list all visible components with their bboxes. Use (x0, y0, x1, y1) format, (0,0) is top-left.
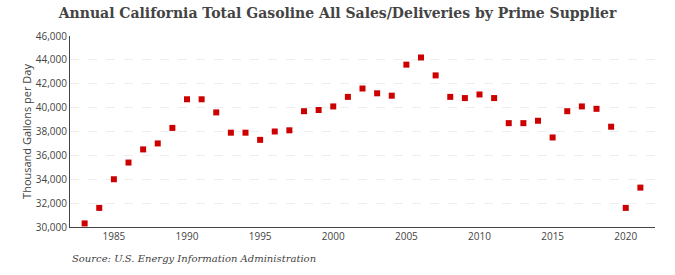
svg-text:1995: 1995 (249, 229, 272, 243)
svg-text:32,000: 32,000 (36, 196, 67, 210)
svg-text:2005: 2005 (395, 229, 418, 243)
svg-text:38,000: 38,000 (36, 124, 67, 138)
svg-text:2000: 2000 (322, 229, 345, 243)
svg-text:36,000: 36,000 (36, 148, 67, 162)
svg-text:1985: 1985 (102, 229, 125, 243)
svg-text:Annual California Total Gasoli: Annual California Total Gasoline All Sal… (58, 5, 617, 21)
svg-text:44,000: 44,000 (36, 52, 67, 66)
svg-text:46,000: 46,000 (36, 29, 67, 43)
svg-text:30,000: 30,000 (36, 220, 67, 234)
svg-text:Source: U.S. Energy Informatio: Source: U.S. Energy Information Administ… (72, 253, 316, 264)
svg-text:2010: 2010 (468, 229, 491, 243)
svg-text:42,000: 42,000 (36, 76, 67, 90)
svg-text:2015: 2015 (541, 229, 564, 243)
svg-text:1990: 1990 (176, 229, 199, 243)
svg-text:40,000: 40,000 (36, 100, 67, 114)
svg-text:2020: 2020 (614, 229, 637, 243)
svg-text:Thousand Gallons per Day: Thousand Gallons per Day (19, 64, 34, 199)
svg-text:34,000: 34,000 (36, 172, 67, 186)
